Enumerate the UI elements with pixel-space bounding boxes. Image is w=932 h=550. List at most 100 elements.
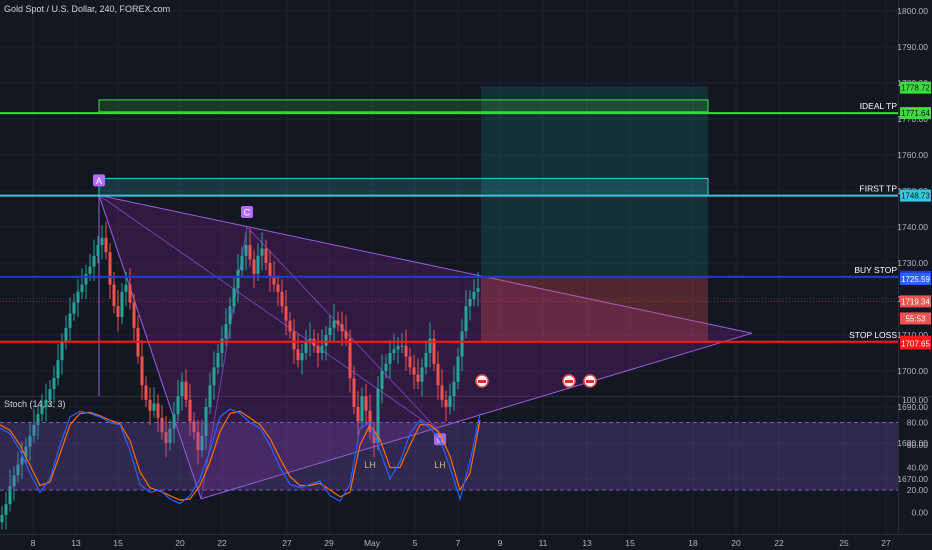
time-axis-tick: 5 bbox=[413, 538, 418, 548]
time-axis-tick: 15 bbox=[625, 538, 635, 548]
candle-body bbox=[220, 338, 224, 353]
time-axis-tick: 27 bbox=[282, 538, 292, 548]
candle-body bbox=[8, 486, 12, 505]
price-tag-label: 1725.59 bbox=[901, 275, 930, 284]
time-axis-tick: 25 bbox=[839, 538, 849, 548]
time-axis-tick: 15 bbox=[113, 538, 123, 548]
candle-body bbox=[28, 435, 32, 447]
candle-body bbox=[216, 353, 220, 368]
price-tag bbox=[900, 312, 931, 325]
candle-body bbox=[16, 464, 20, 476]
price-tag bbox=[900, 337, 931, 350]
level-label: FIRST TP bbox=[860, 184, 898, 194]
candle-body bbox=[152, 403, 156, 411]
candle-body bbox=[84, 273, 88, 285]
price-axis-tick: 1730.00 bbox=[897, 258, 928, 268]
candle-body bbox=[304, 342, 308, 353]
candle-body bbox=[168, 428, 172, 443]
candle-body bbox=[284, 306, 288, 321]
candle-body bbox=[12, 475, 16, 487]
candle-body bbox=[448, 396, 452, 407]
candle-body bbox=[384, 363, 388, 371]
stoch-indicator-title: Stoch (14, 3, 3) bbox=[4, 399, 66, 409]
candle-body bbox=[404, 345, 408, 357]
candle-body bbox=[52, 378, 56, 389]
time-axis-tick: 13 bbox=[71, 538, 81, 548]
candle-body bbox=[172, 414, 176, 429]
candle-body bbox=[68, 313, 72, 328]
candle-body bbox=[436, 363, 440, 386]
time-axis-tick: 9 bbox=[498, 538, 503, 548]
price-axis-tick: 1710.00 bbox=[897, 330, 928, 340]
stoch-axis-tick: 60.00 bbox=[907, 440, 929, 450]
candle-body bbox=[228, 306, 232, 325]
candle-body bbox=[36, 414, 40, 425]
candle-body bbox=[336, 320, 340, 325]
candle-body bbox=[264, 248, 268, 263]
candle-body bbox=[92, 255, 96, 267]
candle-body bbox=[148, 399, 152, 411]
price-axis-tick: 1670.00 bbox=[897, 474, 928, 484]
candle-body bbox=[288, 320, 292, 332]
price-tag-label: 1778.72 bbox=[901, 84, 930, 93]
candle-body bbox=[204, 407, 208, 436]
candle-body bbox=[244, 245, 248, 256]
candle-body bbox=[132, 302, 136, 328]
candle-body bbox=[360, 396, 364, 422]
price-candles bbox=[0, 221, 480, 530]
price-axis-tick: 1680.00 bbox=[897, 438, 928, 448]
candle-body bbox=[412, 367, 416, 375]
candle-body bbox=[460, 331, 464, 357]
ideal-tp-zone bbox=[98, 99, 709, 113]
candle-body bbox=[64, 327, 68, 343]
pattern-label-c: C bbox=[244, 208, 251, 218]
candle-body bbox=[80, 284, 84, 292]
candle-body bbox=[368, 410, 372, 433]
candle-body bbox=[76, 291, 80, 303]
candle-body bbox=[180, 381, 184, 397]
candle-body bbox=[100, 237, 104, 245]
time-axis-tick: 18 bbox=[688, 538, 698, 548]
flag-stripe bbox=[565, 380, 573, 383]
candle-body bbox=[396, 345, 400, 350]
candle-body bbox=[88, 266, 92, 274]
candle-body bbox=[192, 421, 196, 433]
candle-body bbox=[428, 338, 432, 353]
stoch-axis-tick: 80.00 bbox=[907, 418, 929, 428]
price-tag-label: 55:53 bbox=[905, 314, 926, 323]
candle-body bbox=[20, 457, 24, 465]
price-tag bbox=[900, 295, 931, 308]
candle-body bbox=[164, 432, 168, 443]
time-axis-tick: 8 bbox=[31, 538, 36, 548]
candle-body bbox=[24, 446, 28, 458]
candle-body bbox=[424, 353, 428, 368]
candle-body bbox=[316, 345, 320, 353]
time-axis-tick: 22 bbox=[217, 538, 227, 548]
candle-body bbox=[376, 389, 380, 443]
price-tag-label: 1748.73 bbox=[901, 192, 930, 201]
pattern-label-lh: LH bbox=[364, 460, 376, 470]
candle-body bbox=[248, 245, 252, 260]
candle-body bbox=[380, 371, 384, 389]
pattern-label-lh: LH bbox=[434, 460, 446, 470]
candle-body bbox=[236, 270, 240, 289]
candle-body bbox=[344, 331, 348, 339]
time-axis-tick: 27 bbox=[881, 538, 891, 548]
time-axis-tick: 11 bbox=[539, 538, 548, 548]
candle-body bbox=[300, 353, 304, 361]
candle-body bbox=[468, 299, 472, 307]
price-tag-label: 1719.34 bbox=[901, 297, 930, 306]
candle-body bbox=[400, 345, 404, 347]
price-axis-tick: 1760.00 bbox=[897, 150, 928, 160]
candle-body bbox=[116, 306, 120, 317]
price-axis-tick: 1800.00 bbox=[897, 6, 928, 16]
candle-body bbox=[476, 288, 480, 292]
candle-body bbox=[184, 381, 188, 400]
time-axis-tick: May bbox=[364, 538, 381, 548]
candle-body bbox=[120, 291, 124, 317]
price-tag-label: 1707.65 bbox=[901, 339, 930, 348]
candle-body bbox=[196, 432, 200, 451]
candle-body bbox=[296, 349, 300, 361]
time-axis-tick: 29 bbox=[324, 538, 334, 548]
